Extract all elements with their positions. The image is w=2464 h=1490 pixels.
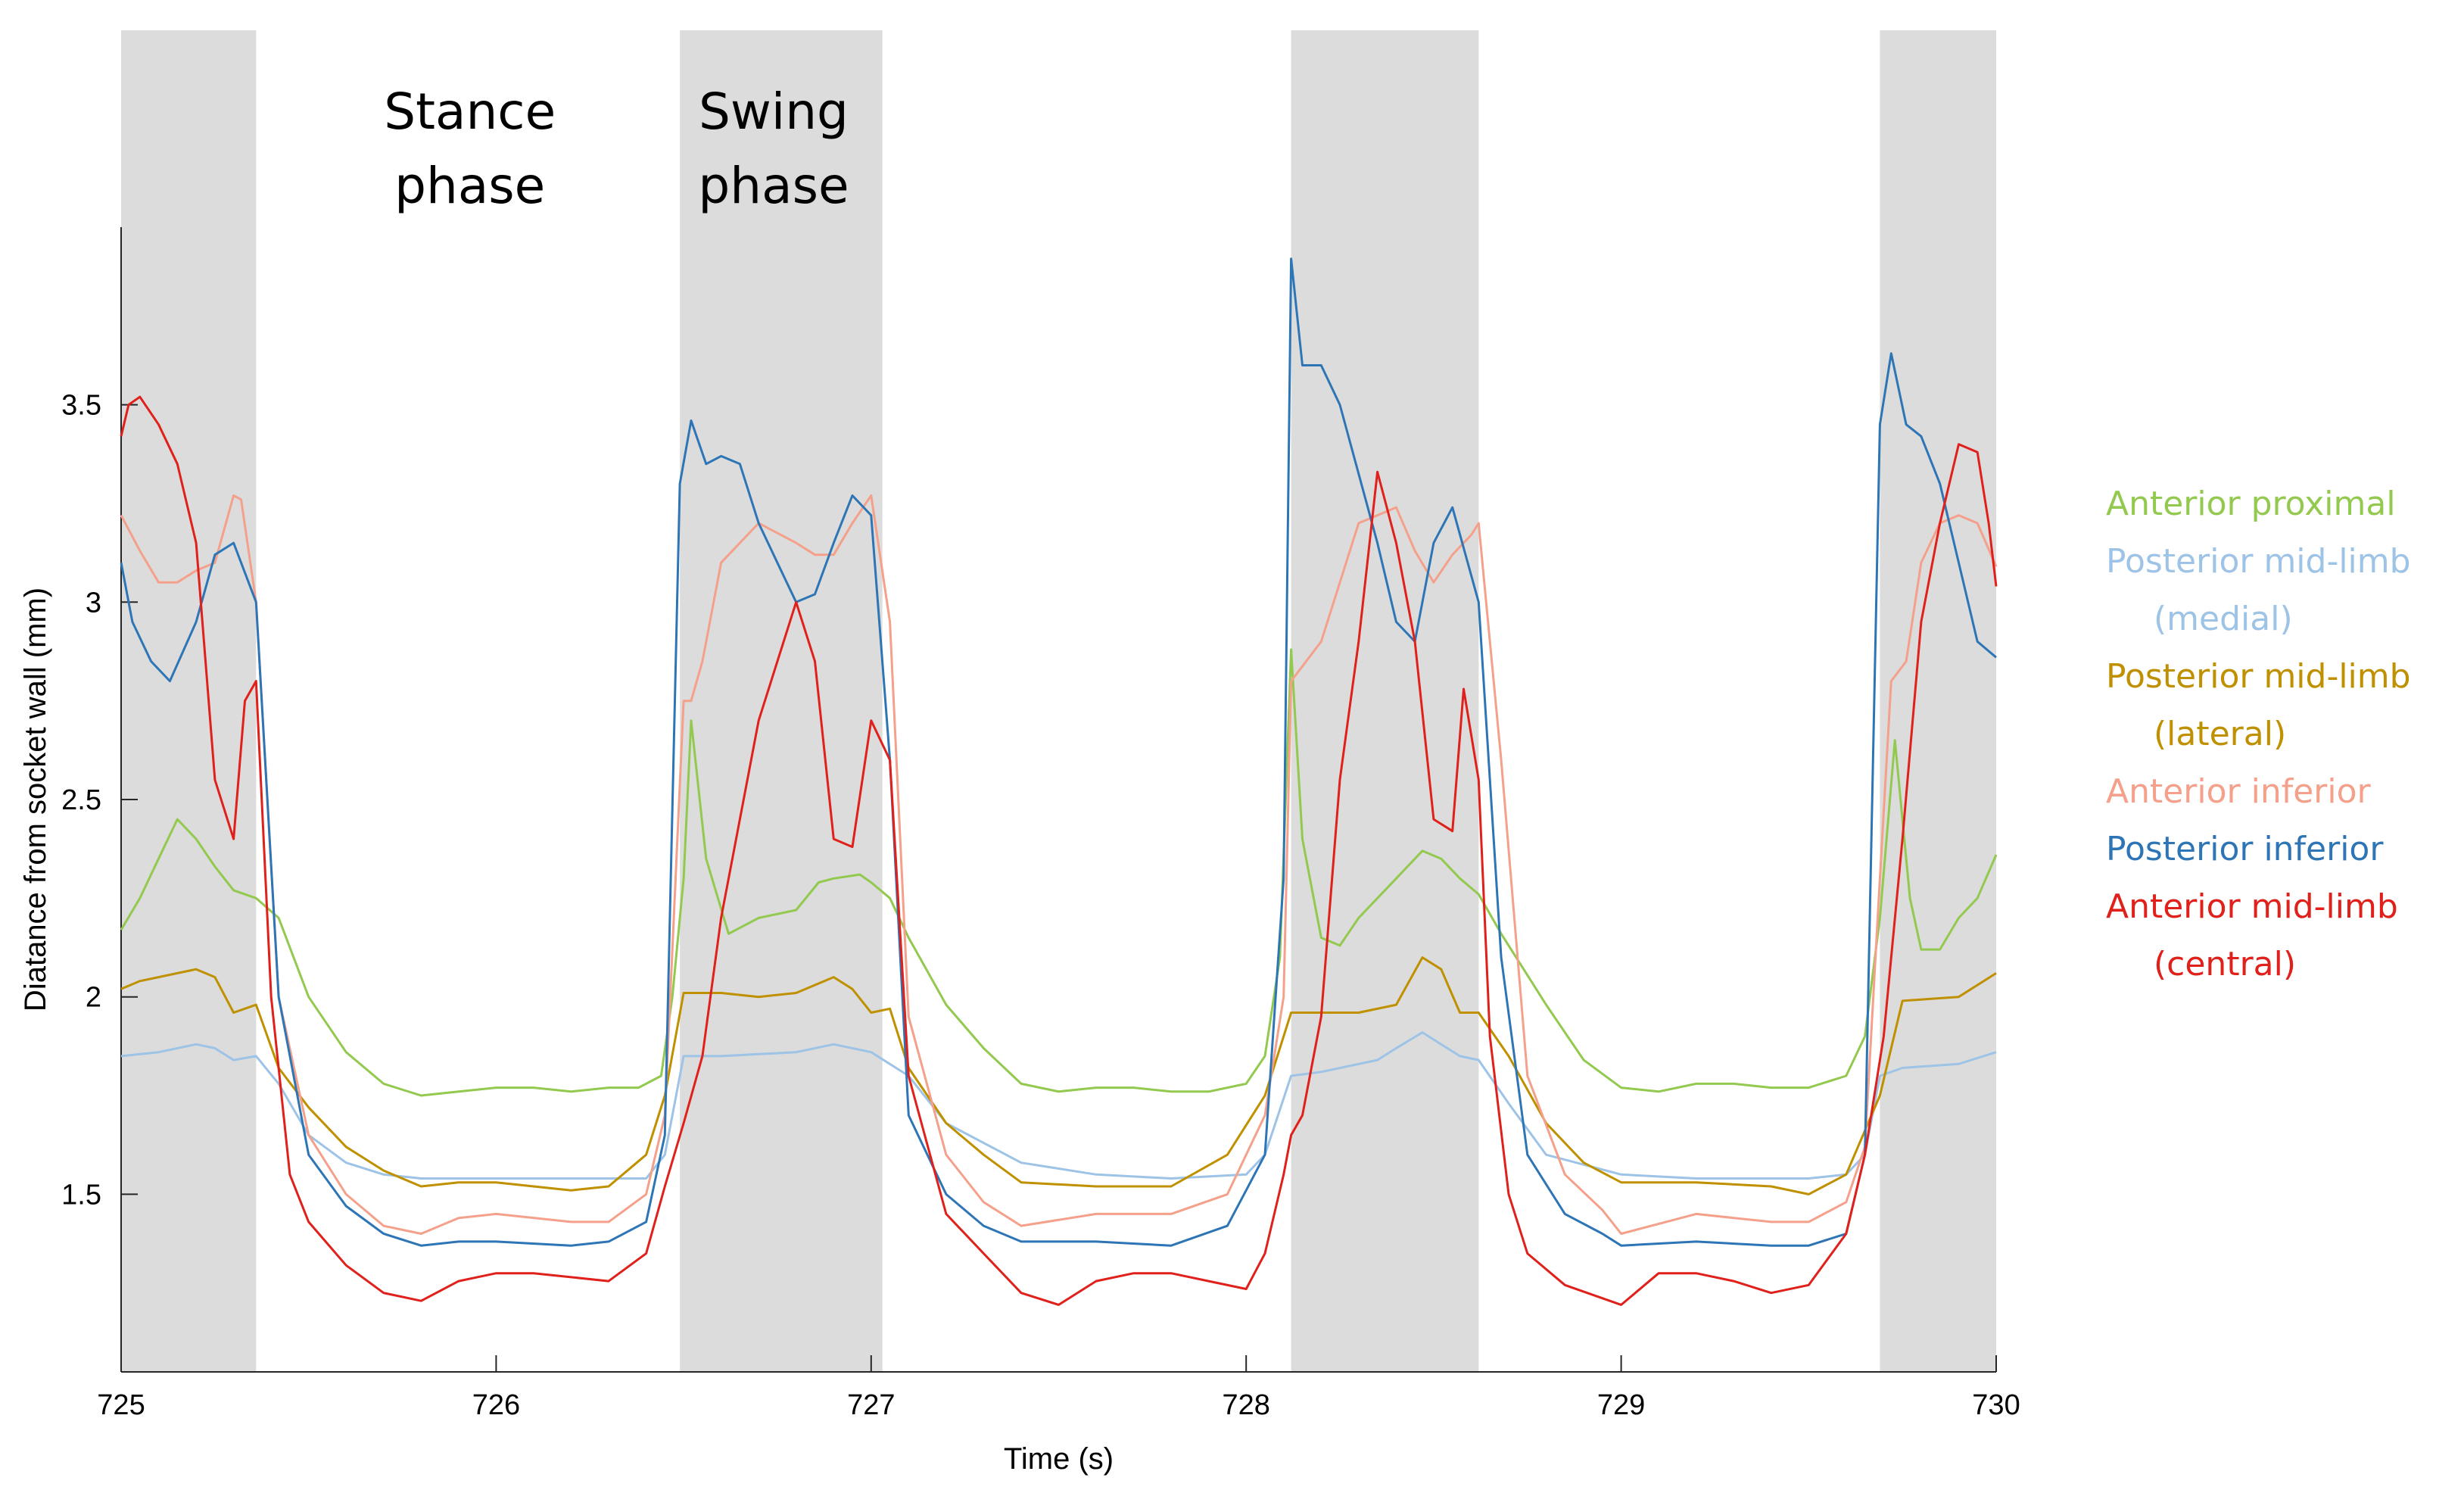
axes: 725 726 727 728 729 730 1.5 2 2.5 3 3.5 Time (s) Dia…: [19, 227, 2020, 1476]
x-tick-label-727: 727: [847, 1389, 895, 1421]
shaded-region-4: [1880, 30, 1996, 1372]
y-tick-label-2: 2: [86, 982, 101, 1014]
x-tick-label-729: 729: [1597, 1389, 1645, 1421]
legend-entry-posterior-inferior-line-1: Posterior inferior: [2106, 830, 2384, 868]
legend-entry-posterior-mid-limb-lateral-line-1: Posterior mid-limb: [2106, 657, 2411, 696]
annotation-stance-phase-line-1: Stance: [384, 83, 556, 141]
y-tick-label-3.5: 3.5: [61, 390, 101, 422]
legend-entry-anterior-mid-limb-central-line-1: Anterior mid-limb: [2106, 887, 2398, 926]
shaded-region-3: [1291, 30, 1479, 1372]
legend-entry-posterior-mid-limb-lateral-line-2: (lateral): [2154, 715, 2286, 753]
legend-entry-anterior-inferior-line-1: Anterior inferior: [2106, 772, 2372, 811]
y-axis-label: Diatance from socket wall (mm): [19, 588, 52, 1012]
series-line-anterior-proximal: [120, 648, 1998, 1097]
series-line-anterior-mid-limb-central: [120, 395, 1998, 1306]
x-tick-label-726: 726: [472, 1389, 520, 1421]
x-tick-label-728: 728: [1222, 1389, 1269, 1421]
series-line-anterior-inferior: [120, 494, 1998, 1235]
annotation-swing-phase-line-1: Swing: [699, 83, 849, 141]
legend-entry-posterior-mid-limb-medial-line-2: (medial): [2154, 600, 2293, 638]
legend-entry-anterior-mid-limb-central-line-2: (central): [2154, 945, 2296, 983]
y-tick-label-1.5: 1.5: [61, 1179, 101, 1211]
series-line-posterior-inferior: [120, 257, 1997, 1247]
annotation-stance-phase-line-2: phase: [394, 157, 545, 215]
y-tick-label-2.5: 2.5: [61, 784, 101, 816]
data-series: [120, 257, 1998, 1306]
x-tick-label-730: 730: [1972, 1389, 2020, 1421]
phase-shading: [121, 30, 1996, 1372]
chart-text: Stance phase Swing phase: [384, 83, 849, 215]
annotation-swing-phase-line-2: phase: [698, 157, 849, 215]
series-line-posterior-mid-limb-medial: [120, 1031, 1997, 1180]
shaded-region-2: [680, 30, 883, 1372]
legend-entry-anterior-proximal-line-1: Anterior proximal: [2106, 485, 2396, 523]
series-line-posterior-mid-limb-lateral: [120, 956, 1997, 1195]
x-tick-label-725: 725: [97, 1389, 145, 1421]
legend-entry-posterior-mid-limb-medial-line-1: Posterior mid-limb: [2106, 542, 2411, 581]
legend: Anterior proximal Posterior mid-limb (medi…: [2106, 485, 2411, 983]
shaded-region-1: [121, 30, 257, 1372]
x-axis-label: Time (s): [1004, 1442, 1114, 1476]
y-tick-label-3: 3: [86, 587, 101, 619]
